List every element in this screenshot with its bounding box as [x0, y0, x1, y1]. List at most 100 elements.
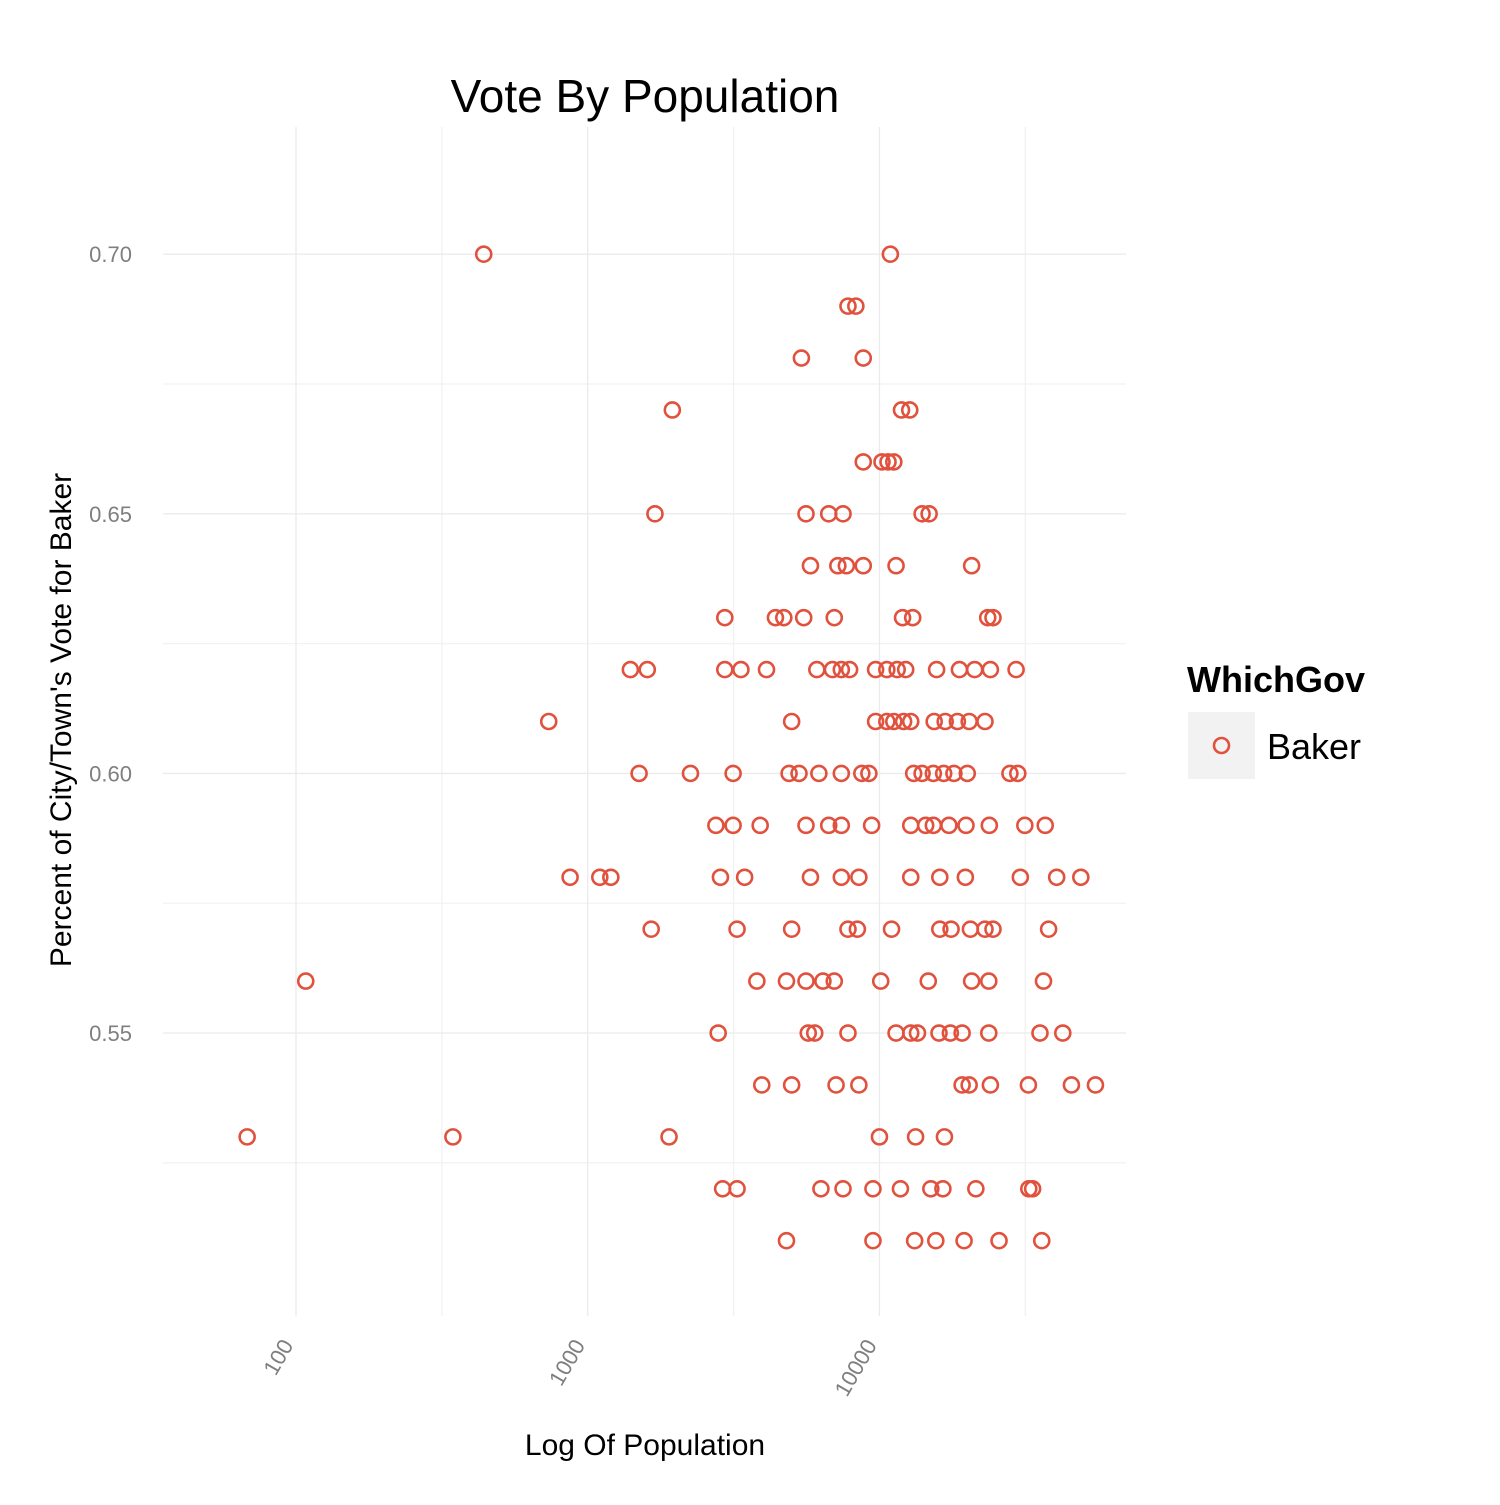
data-point: [834, 505, 852, 523]
data-point: [713, 1179, 732, 1198]
data-point: [853, 764, 871, 783]
data-point: [927, 1231, 945, 1250]
data-point: [878, 712, 896, 731]
y-axis-title: Percent of City/Town's Vote for Baker: [45, 473, 78, 967]
data-point: [979, 1024, 998, 1042]
data-point: [979, 972, 998, 990]
data-point: [873, 453, 891, 471]
data-point: [908, 1024, 927, 1042]
data-point: [728, 1179, 746, 1198]
data-point: [1039, 920, 1058, 938]
data-point: [792, 349, 811, 367]
data-point: [1053, 1024, 1072, 1042]
data-point: [957, 816, 975, 835]
data-point: [797, 816, 815, 835]
data-point: [984, 608, 1002, 627]
data-point: [962, 556, 981, 575]
data-point: [925, 712, 943, 731]
data-point: [920, 505, 938, 523]
data-point: [757, 660, 776, 679]
data-point: [981, 660, 1000, 679]
data-point: [980, 816, 999, 835]
data-point: [775, 608, 793, 627]
data-point: [681, 764, 700, 783]
data-point: [839, 920, 857, 938]
data-point: [913, 764, 931, 783]
data-point: [1007, 660, 1025, 679]
data-point: [924, 764, 943, 783]
data-point: [866, 660, 885, 679]
data-point: [854, 349, 873, 367]
data-point: [832, 816, 851, 835]
data-point: [894, 712, 913, 731]
data-point: [748, 972, 766, 990]
y-tick-label: 0.60: [89, 761, 132, 786]
data-point: [967, 1179, 985, 1198]
data-point: [752, 1076, 771, 1094]
data-point: [724, 764, 742, 783]
data-point: [539, 712, 558, 731]
data-point: [832, 764, 851, 783]
data-point: [881, 245, 900, 264]
data-point: [709, 1024, 727, 1042]
data-point: [819, 816, 838, 835]
data-point: [888, 660, 906, 679]
data-point: [901, 868, 920, 887]
data-point: [1086, 1076, 1105, 1094]
data-point: [953, 1076, 971, 1094]
data-point: [839, 297, 857, 315]
data-point: [916, 816, 935, 835]
data-point: [936, 712, 954, 731]
data-point: [901, 712, 920, 731]
data-point: [782, 920, 801, 938]
data-point: [782, 712, 801, 731]
data-point: [794, 608, 813, 627]
data-point: [728, 920, 746, 938]
data-point: [960, 1076, 978, 1094]
data-point: [766, 608, 785, 627]
data-point: [801, 868, 820, 887]
data-point: [1036, 816, 1055, 835]
data-point: [827, 1076, 845, 1094]
data-point: [1009, 764, 1027, 783]
data-point: [854, 556, 873, 575]
data-point: [777, 1231, 796, 1250]
data-point: [935, 1128, 954, 1146]
data-point: [837, 556, 856, 575]
data-point: [864, 1179, 882, 1198]
data-point: [904, 764, 923, 783]
data-point: [751, 816, 769, 835]
data-point: [942, 920, 960, 938]
data-point: [927, 660, 946, 679]
data-point: [896, 660, 915, 679]
data-point: [1034, 972, 1053, 990]
data-point: [823, 660, 842, 679]
data-point: [735, 868, 754, 887]
data-point: [878, 660, 896, 679]
data-point: [602, 868, 620, 887]
data-point: [934, 764, 953, 783]
data-point: [825, 608, 844, 627]
data-point: [906, 1128, 925, 1146]
data-point: [961, 920, 980, 938]
data-point: [799, 1024, 818, 1042]
data-point: [444, 1128, 462, 1146]
data-point: [474, 245, 493, 264]
data-point: [950, 660, 969, 679]
x-tick-label: 10000: [830, 1335, 882, 1400]
data-point: [805, 1024, 824, 1042]
data-point: [930, 1024, 948, 1042]
data-point: [981, 1076, 1000, 1094]
data-point: [707, 816, 725, 835]
data-point: [976, 712, 994, 731]
data-point: [839, 1024, 857, 1042]
data-point: [893, 608, 912, 627]
x-axis-title: Log Of Population: [525, 1429, 765, 1462]
data-point: [930, 868, 949, 887]
data-point: [862, 816, 881, 835]
y-tick-label: 0.70: [89, 242, 132, 267]
data-point: [808, 660, 826, 679]
data-point: [1019, 1076, 1038, 1094]
data-point: [810, 764, 828, 783]
